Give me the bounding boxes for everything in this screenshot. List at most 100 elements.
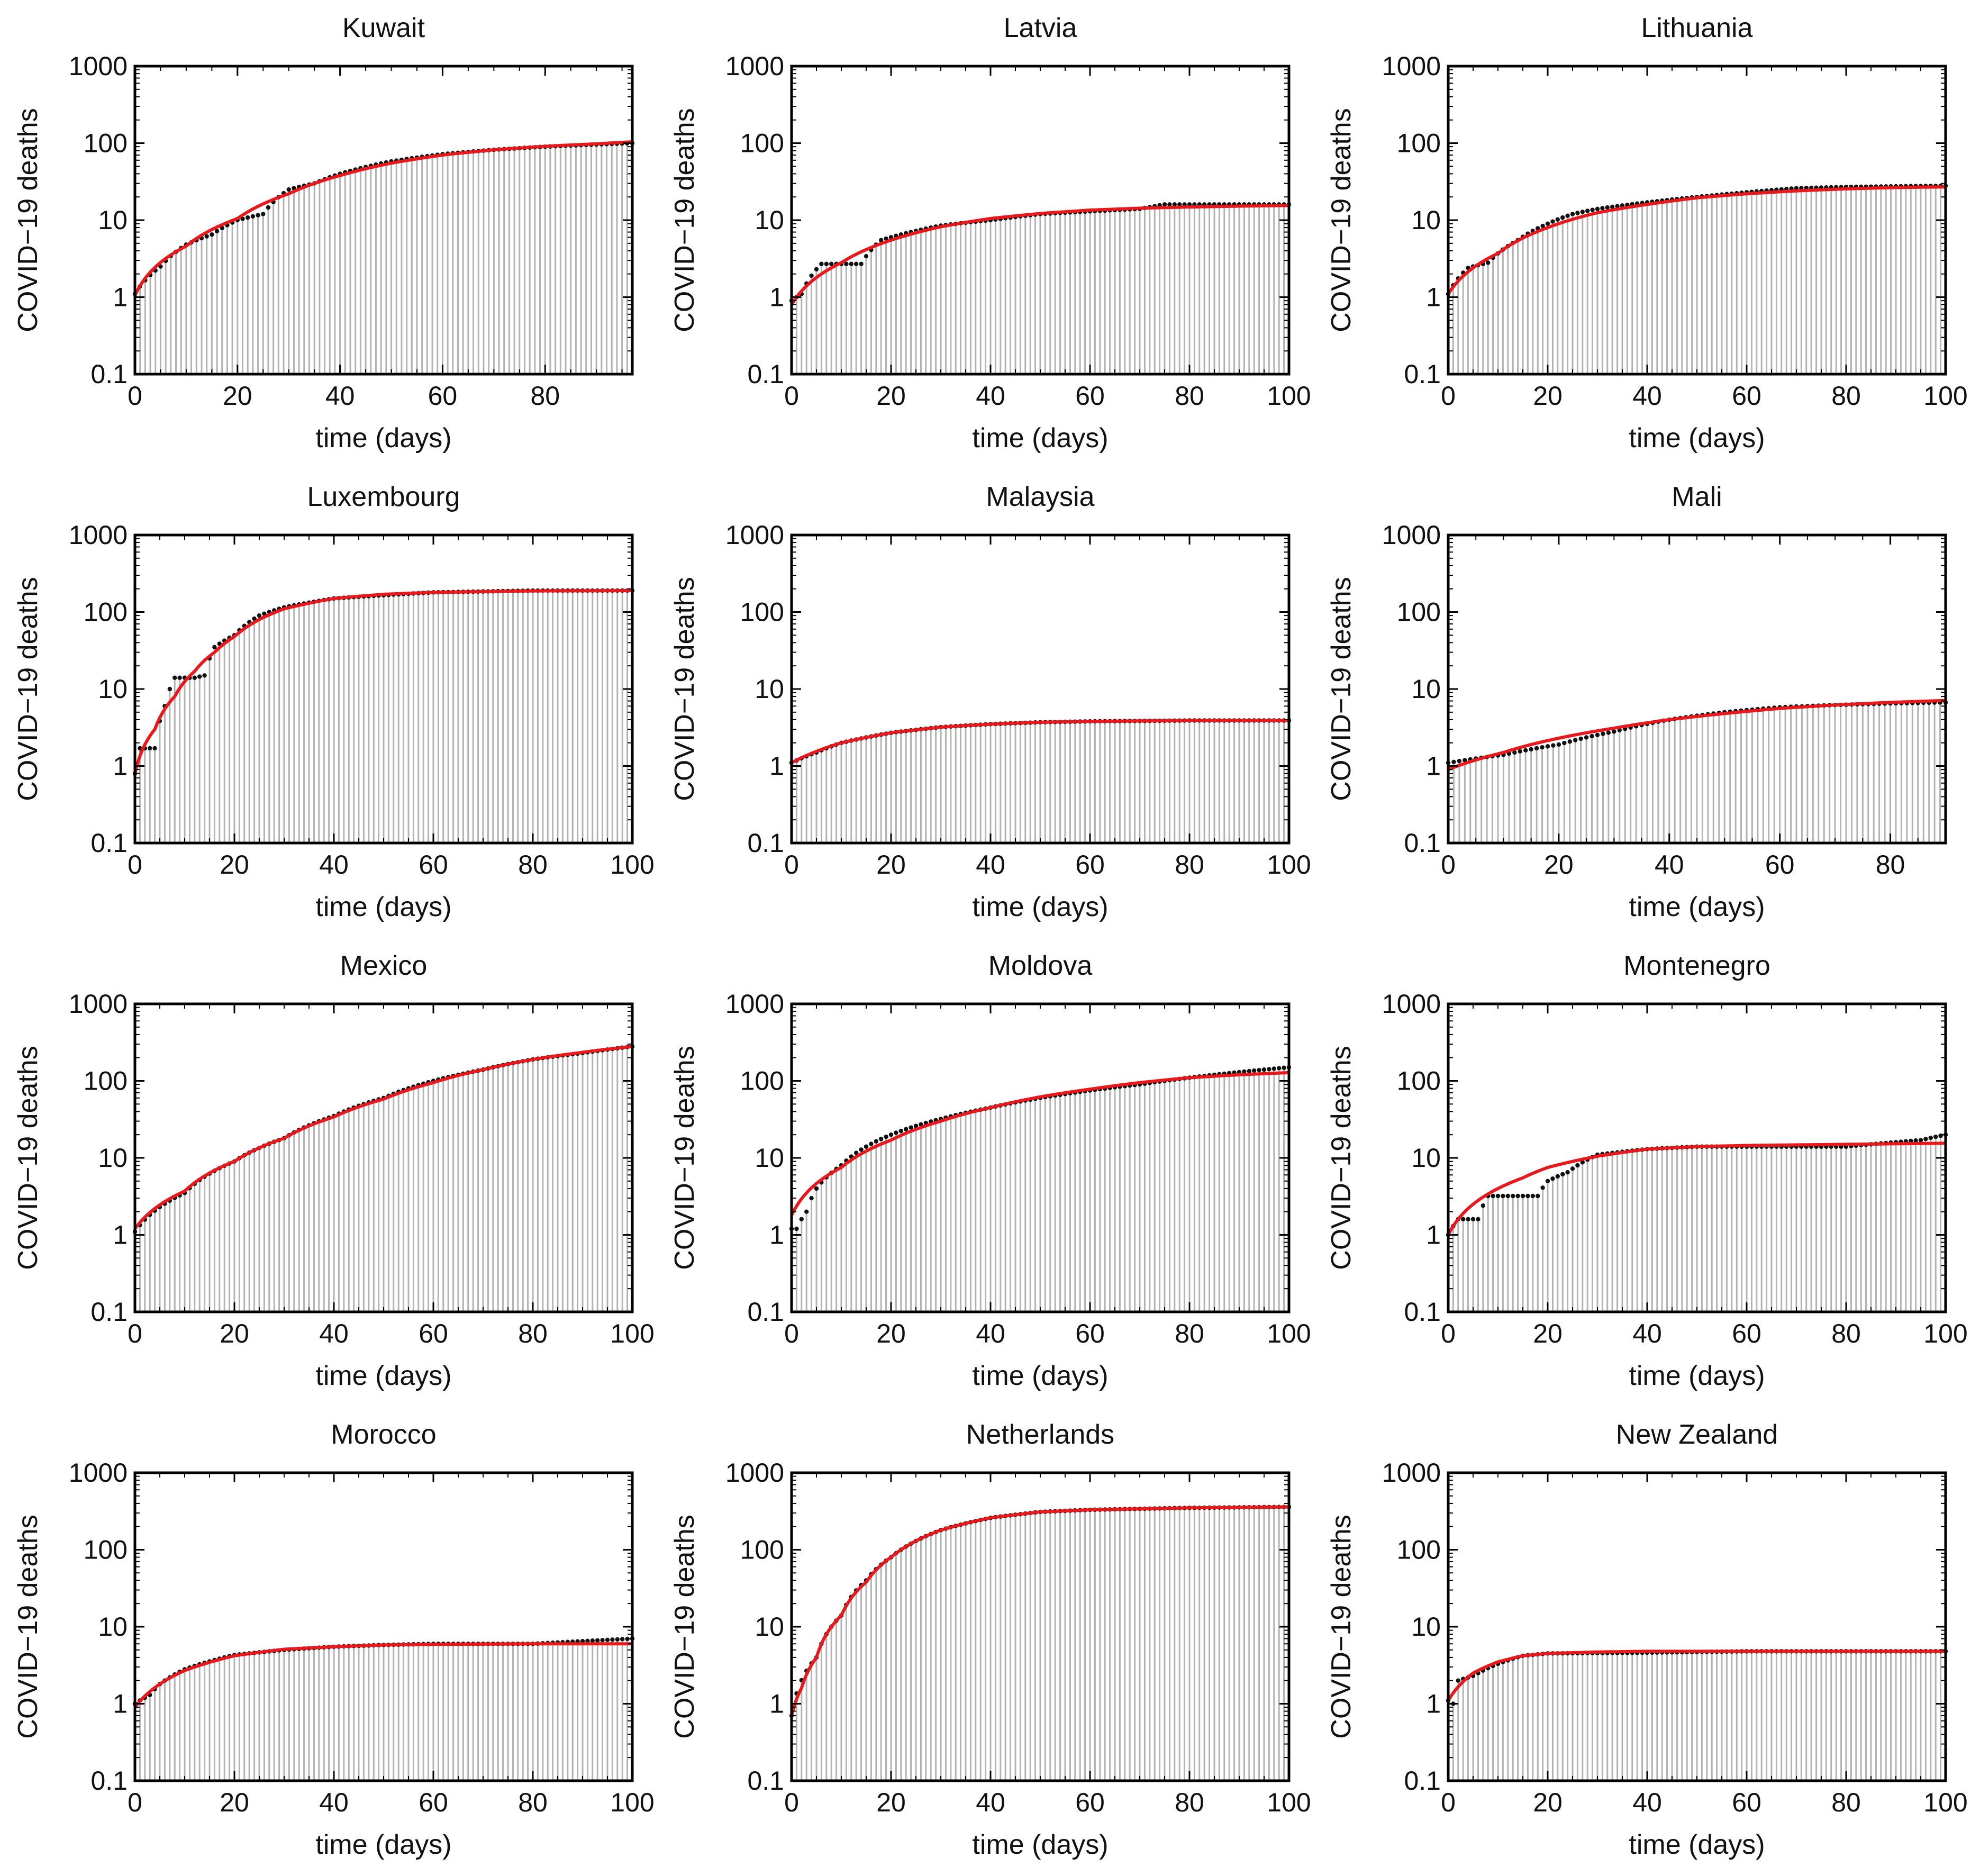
x-tick-label: 100 bbox=[1267, 381, 1311, 411]
data-point bbox=[1523, 748, 1528, 753]
data-point bbox=[250, 214, 256, 219]
x-tick-label: 0 bbox=[128, 1319, 142, 1348]
x-axis-label: time (days) bbox=[972, 892, 1108, 922]
data-point bbox=[1456, 1678, 1460, 1683]
y-tick-label: 0.1 bbox=[90, 1766, 128, 1796]
x-tick-label: 40 bbox=[976, 1319, 1005, 1348]
y-axis-label: COVID−19 deaths bbox=[669, 1515, 700, 1738]
x-tick-label: 60 bbox=[1075, 1319, 1105, 1348]
data-point bbox=[849, 261, 853, 266]
x-tick-label: 20 bbox=[1544, 850, 1574, 880]
x-tick-label: 0 bbox=[784, 850, 799, 880]
plot-frame bbox=[133, 65, 634, 376]
data-point bbox=[1918, 1138, 1923, 1143]
data-point bbox=[1486, 260, 1491, 265]
y-tick-label: 1 bbox=[1426, 751, 1441, 781]
y-tick-label: 1 bbox=[769, 283, 784, 312]
x-axis: 0 20 40 60 80 100 bbox=[784, 66, 1311, 411]
x-axis: 0 20 40 60 80 bbox=[128, 66, 623, 411]
y-tick-label: 100 bbox=[740, 1535, 784, 1565]
x-tick-label: 40 bbox=[319, 1319, 349, 1348]
x-axis-label: time (days) bbox=[972, 423, 1108, 454]
bar-series bbox=[134, 143, 633, 374]
data-point bbox=[1271, 1066, 1276, 1071]
data-point bbox=[286, 187, 291, 192]
data-point bbox=[1551, 743, 1556, 748]
x-axis: 0 20 40 60 80 100 bbox=[1441, 66, 1968, 411]
data-point bbox=[1589, 733, 1594, 739]
data-point bbox=[1550, 219, 1555, 224]
data-point bbox=[814, 267, 819, 272]
x-tick-label: 20 bbox=[1533, 1788, 1563, 1817]
bar-series bbox=[1447, 702, 1947, 843]
data-point bbox=[1605, 205, 1610, 210]
data-point bbox=[1534, 746, 1539, 751]
x-tick-label: 100 bbox=[610, 1788, 654, 1817]
data-point bbox=[1615, 204, 1620, 209]
data-point bbox=[1550, 1176, 1555, 1181]
data-point bbox=[869, 1141, 874, 1146]
data-point bbox=[177, 675, 182, 680]
y-tick-label: 100 bbox=[740, 129, 784, 158]
fit-curve bbox=[1447, 185, 1946, 295]
x-axis: 0 20 40 60 80 100 bbox=[784, 535, 1311, 880]
data-point bbox=[1545, 1179, 1550, 1183]
y-tick-label: 10 bbox=[755, 674, 784, 704]
x-tick-label: 100 bbox=[1267, 1788, 1311, 1817]
data-point bbox=[257, 613, 262, 618]
x-tick-label: 60 bbox=[1075, 381, 1105, 411]
chart-panel: Mali 0.1 1 10 100 1000 0 20 40 60 80 time (days) COV… bbox=[1313, 469, 1970, 938]
fit-curve bbox=[790, 204, 1289, 306]
data-point bbox=[1525, 1193, 1530, 1199]
data-point bbox=[240, 216, 245, 221]
x-tick-label: 80 bbox=[1175, 1788, 1204, 1817]
x-tick-label: 100 bbox=[1923, 381, 1967, 411]
data-point bbox=[585, 1638, 590, 1643]
y-tick-label: 0.1 bbox=[1404, 1766, 1441, 1796]
x-axis-label: time (days) bbox=[972, 1829, 1108, 1860]
fit-curve bbox=[133, 1045, 633, 1230]
y-tick-label: 100 bbox=[740, 597, 784, 627]
chart-panel: New Zealand 0.1 1 10 100 1000 0 20 40 60 80 100 time… bbox=[1313, 1407, 1970, 1875]
y-tick-label: 1000 bbox=[69, 989, 128, 1019]
x-tick-label: 100 bbox=[1267, 1319, 1311, 1348]
data-point bbox=[794, 1226, 799, 1231]
y-tick-label: 100 bbox=[84, 597, 128, 627]
data-point bbox=[210, 232, 214, 237]
y-axis-label: COVID−19 deaths bbox=[1326, 108, 1357, 332]
data-point bbox=[1590, 207, 1595, 212]
data-point bbox=[202, 673, 207, 678]
y-axis: 0.1 1 10 100 1000 bbox=[69, 520, 632, 858]
chart-panel: Latvia 0.1 1 10 100 1000 0 20 40 60 80 100 time (day… bbox=[657, 0, 1313, 469]
y-tick-label: 100 bbox=[84, 129, 128, 158]
data-point bbox=[1578, 736, 1583, 741]
x-tick-label: 40 bbox=[1632, 1319, 1662, 1348]
data-point bbox=[610, 1637, 615, 1642]
x-tick-label: 60 bbox=[1075, 850, 1105, 880]
y-axis: 0.1 1 10 100 1000 bbox=[1382, 520, 1946, 858]
bar-series bbox=[791, 1507, 1290, 1781]
data-point bbox=[1595, 732, 1600, 738]
chart-title: New Zealand bbox=[1616, 1419, 1778, 1450]
bar-series bbox=[791, 720, 1290, 843]
y-tick-label: 100 bbox=[740, 1066, 784, 1096]
x-tick-label: 20 bbox=[220, 850, 249, 880]
x-tick-label: 60 bbox=[1732, 381, 1761, 411]
x-tick-label: 80 bbox=[1876, 850, 1905, 880]
chart-svg: Montenegro 0.1 1 10 100 1000 0 20 40 60 80 100 time … bbox=[1326, 950, 1968, 1391]
y-tick-label: 1 bbox=[113, 1689, 128, 1719]
data-point bbox=[1162, 202, 1167, 207]
chart-svg: New Zealand 0.1 1 10 100 1000 0 20 40 60 80 100 time… bbox=[1326, 1419, 1968, 1860]
chart-title: Mexico bbox=[340, 950, 428, 981]
chart-title: Malaysia bbox=[986, 482, 1094, 512]
data-point bbox=[1617, 728, 1622, 732]
x-axis: 0 20 40 60 80 100 bbox=[1441, 1004, 1968, 1348]
data-point bbox=[256, 213, 260, 217]
x-axis: 0 20 40 60 80 100 bbox=[784, 1473, 1311, 1817]
data-point bbox=[1495, 1193, 1501, 1199]
x-tick-label: 20 bbox=[876, 381, 906, 411]
y-tick-label: 1000 bbox=[1382, 520, 1441, 550]
chart-panel: Montenegro 0.1 1 10 100 1000 0 20 40 60 80 100 time … bbox=[1313, 938, 1970, 1407]
x-tick-label: 20 bbox=[876, 1788, 906, 1817]
y-axis-label: COVID−19 deaths bbox=[669, 108, 700, 332]
